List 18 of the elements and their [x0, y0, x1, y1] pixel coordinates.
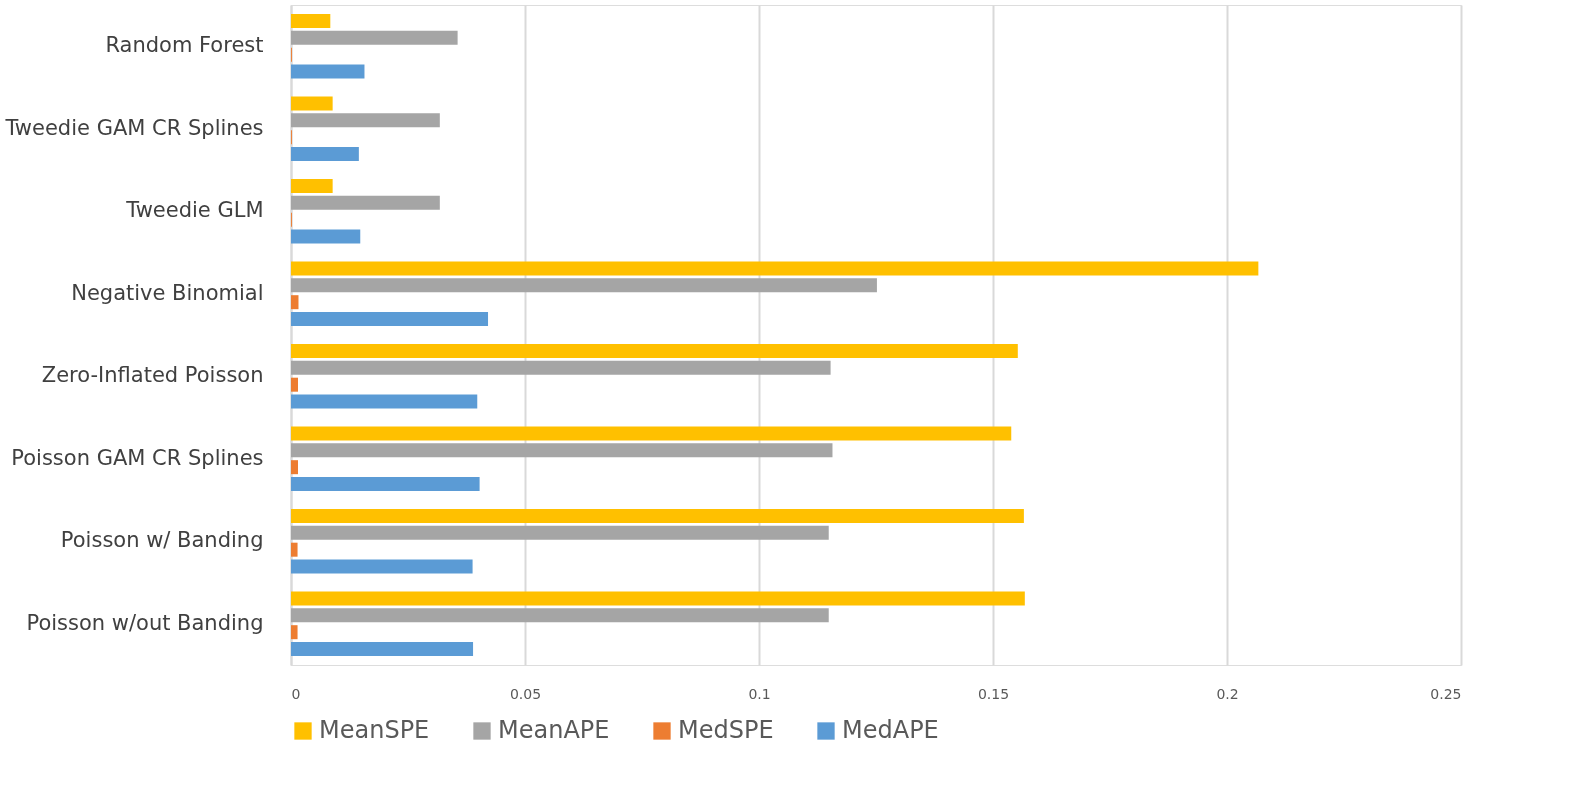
legend-label: MeanAPE: [498, 716, 610, 744]
y-tick-label: Poisson w/ Banding: [60, 528, 264, 553]
y-tick-label: Negative Binomial: [71, 280, 264, 305]
legend-label: MedAPE: [842, 716, 939, 744]
y-tick-label: Tweedie GLM: [125, 198, 264, 223]
y-tick-label: Poisson w/out Banding: [26, 610, 264, 635]
y-tick-label: Zero-Inflated Poisson: [41, 363, 264, 388]
y-tick-label: Tweedie GAM CR Splines: [4, 115, 264, 140]
x-tick-label: 0.2: [1216, 685, 1239, 702]
legend-label: MeanSPE: [319, 716, 430, 744]
legend-label: MedSPE: [678, 716, 774, 744]
x-tick-label: 0: [291, 685, 301, 702]
y-tick-label: Random Forest: [105, 33, 264, 58]
x-tick-label: 0.05: [509, 685, 542, 702]
y-tick-label: Poisson GAM CR Splines: [11, 445, 264, 470]
x-tick-label: 0.1: [748, 685, 771, 702]
x-tick-label: 0.25: [1430, 685, 1462, 702]
x-tick-label: 0.15: [977, 685, 1010, 702]
